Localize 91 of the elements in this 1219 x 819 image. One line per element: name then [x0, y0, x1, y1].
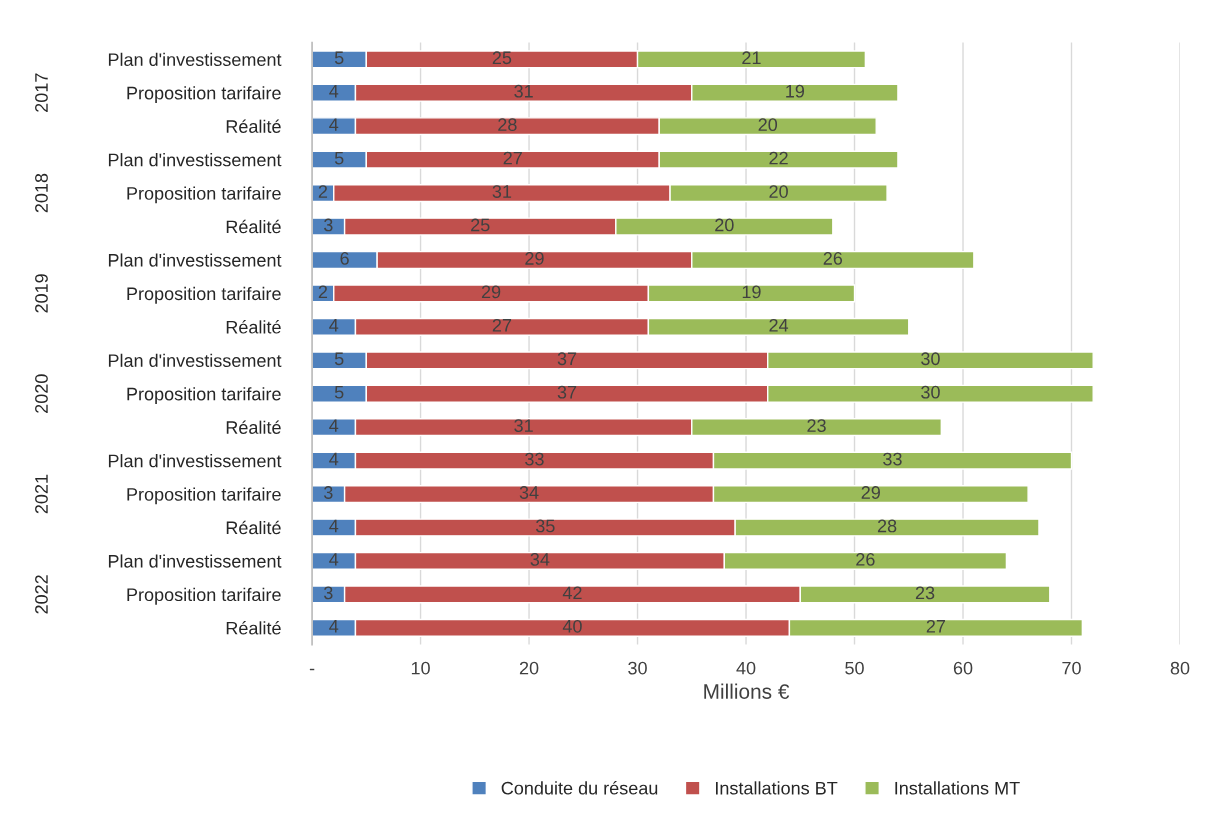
legend-label: Installations MT: [895, 781, 1020, 795]
data-label: 28: [877, 519, 897, 533]
data-label: 30: [921, 385, 940, 399]
y-tick-label: Proposition tarifaire: [127, 286, 281, 304]
data-label: 25: [492, 51, 512, 65]
data-label: 29: [525, 252, 544, 265]
data-label: 4: [329, 553, 339, 566]
data-label: 30: [921, 352, 940, 366]
y-tick-label: Réalité: [226, 621, 281, 635]
data-label: 5: [334, 51, 344, 65]
data-label: 27: [926, 619, 946, 633]
data-label: 20: [758, 118, 778, 132]
data-label: 20: [769, 185, 788, 198]
x-tick-label: 10: [411, 661, 430, 675]
data-label: 31: [514, 419, 533, 433]
data-label: 31: [492, 185, 512, 198]
x-tick-label: 40: [736, 661, 756, 675]
data-label: 5: [334, 352, 344, 366]
data-label: 5: [334, 385, 344, 399]
data-label: 34: [519, 486, 539, 499]
data-label: 27: [492, 318, 512, 332]
data-label: 4: [329, 419, 339, 432]
data-label: 37: [557, 352, 577, 366]
data-label: 42: [562, 586, 582, 600]
text: 2021: [35, 474, 48, 514]
data-label: 2: [318, 185, 328, 198]
y-tick-label: Plan d'investissement: [108, 554, 282, 568]
y-tick-label: Proposition tarifaire: [127, 487, 281, 505]
y-tick-label: Plan d'investissement: [108, 454, 282, 468]
data-label: 28: [498, 118, 517, 132]
data-label: 21: [742, 51, 761, 64]
data-label: 4: [329, 319, 339, 332]
y-tick-label: Réalité: [226, 420, 281, 434]
data-label: 27: [503, 151, 522, 165]
y-tick-label: Plan d'investissement: [108, 52, 282, 67]
data-label: 3: [324, 586, 333, 600]
data-label: 6: [340, 252, 349, 265]
text: 2020: [35, 374, 48, 413]
data-label: 4: [329, 519, 339, 533]
data-label: 3: [324, 218, 333, 232]
data-label: 4: [329, 620, 339, 633]
data-label: 33: [525, 452, 544, 466]
y-tick-label: Proposition tarifaire: [127, 387, 281, 405]
data-label: 4: [329, 85, 339, 98]
y-tick-label: Réalité: [226, 119, 281, 133]
y-tick-label: Réalité: [226, 219, 281, 234]
data-label: 5: [334, 151, 344, 165]
text: 2019: [35, 274, 48, 313]
data-label: 23: [915, 586, 935, 600]
data-label: 22: [769, 151, 788, 165]
data-label: 23: [807, 419, 826, 433]
data-label: 26: [856, 553, 875, 566]
text: 2017: [35, 73, 48, 112]
data-label: 4: [329, 452, 339, 466]
y-tick-label: Proposition tarifaire: [127, 587, 281, 605]
data-label: 19: [786, 84, 805, 98]
legend-label: Conduite du réseau: [501, 781, 658, 795]
y-tick-label: Réalité: [226, 520, 281, 535]
x-tick-label: 80: [1170, 661, 1190, 675]
x-tick-label: 20: [519, 661, 539, 675]
x-tick-label: 70: [1062, 661, 1081, 675]
y-tick-label: Proposition tarifaire: [127, 86, 281, 104]
data-label: 3: [324, 486, 333, 499]
data-label: 19: [742, 285, 761, 299]
data-label: 31: [514, 84, 533, 98]
data-label: 20: [715, 218, 734, 232]
data-label: 29: [861, 486, 880, 499]
x-tick-label: 60: [953, 661, 973, 675]
y-tick-label: Réalité: [226, 320, 281, 334]
data-label: 34: [530, 553, 550, 566]
y-tick-label: Plan d'investissement: [108, 153, 282, 167]
data-label: 35: [535, 519, 555, 533]
x-tick-label: 30: [628, 661, 647, 675]
text: 2018: [35, 173, 48, 213]
y-tick-label: Plan d'investissement: [108, 253, 282, 267]
data-label: 4: [329, 118, 339, 131]
data-label: 25: [471, 218, 490, 232]
legend-label: Installations BT: [716, 781, 838, 795]
data-label: 24: [769, 318, 789, 332]
data-label: 37: [557, 385, 577, 399]
x-axis-title: Millions €: [704, 683, 790, 699]
x-tick-label: 50: [845, 661, 864, 675]
data-label: 26: [823, 252, 843, 265]
data-label: 40: [562, 619, 582, 633]
text: 2022: [35, 575, 48, 614]
y-tick-label: Proposition tarifaire: [127, 186, 281, 204]
data-label: 29: [481, 285, 501, 299]
x-tick-label: -: [309, 668, 315, 671]
y-tick-label: Plan d'investissement: [108, 353, 282, 368]
data-label: 2: [318, 285, 328, 299]
data-label: 33: [883, 452, 902, 466]
